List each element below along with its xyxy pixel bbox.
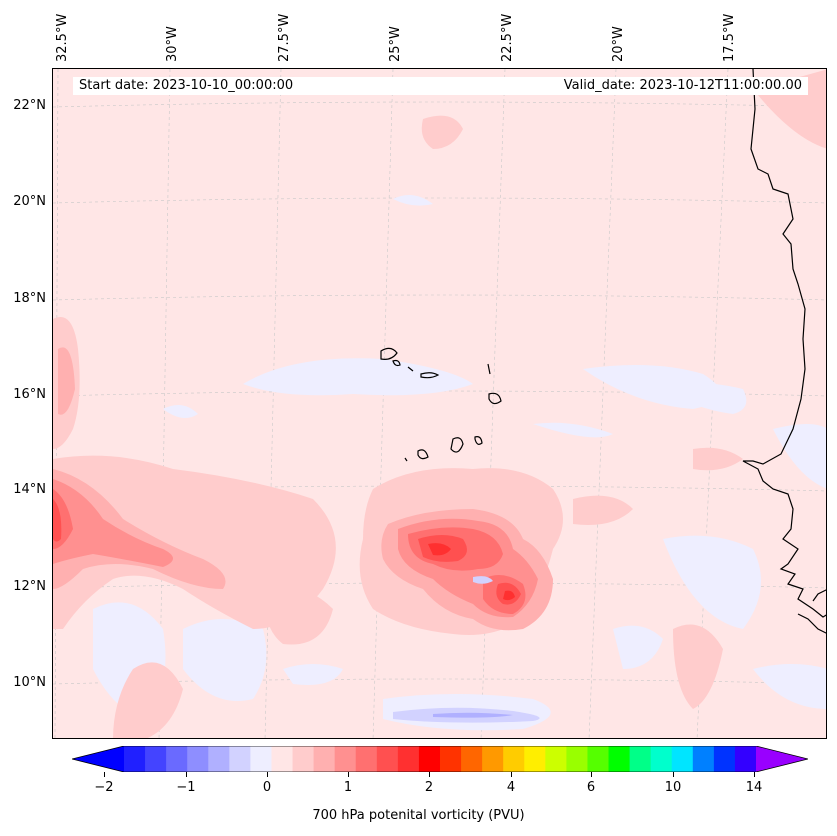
coastline bbox=[380, 69, 826, 634]
cbar-tick-label: 1 bbox=[343, 780, 353, 795]
cbar-tick-mark bbox=[754, 772, 755, 777]
lat-label-20n: 20°N bbox=[13, 194, 46, 209]
colorbar-swatch bbox=[440, 746, 462, 772]
cbar-tick-label: −1 bbox=[176, 780, 196, 795]
colorbar-swatch bbox=[608, 746, 631, 772]
lat-label-12n: 12°N bbox=[13, 579, 46, 594]
lon-label-22-5w: 22.5°W bbox=[500, 13, 515, 62]
cbar-tick-label: 4 bbox=[506, 780, 516, 795]
colorbar-title: 700 hPa potenital vorticity (PVU) bbox=[312, 808, 525, 823]
colorbar-swatch bbox=[545, 746, 567, 772]
cbar-tick-mark bbox=[511, 772, 512, 777]
lat-label-18n: 18°N bbox=[13, 291, 46, 306]
colorbar-swatch bbox=[376, 746, 399, 772]
valid-date-label: Valid_date: 2023-10-12T11:00:00.00 bbox=[563, 78, 802, 93]
cbar-tick-label: 2 bbox=[424, 780, 434, 795]
lon-label-27-5w: 27.5°W bbox=[277, 13, 292, 62]
colorbar-swatch bbox=[461, 746, 483, 772]
lon-label-25w: 25°W bbox=[388, 26, 403, 62]
colorbar-swatch bbox=[629, 746, 652, 772]
colorbar-swatch bbox=[334, 746, 357, 772]
colorbar-swatch bbox=[524, 746, 546, 772]
cbar-tick-label: 10 bbox=[664, 780, 682, 795]
colorbar-swatch bbox=[650, 746, 673, 772]
colorbar-swatch bbox=[418, 746, 441, 772]
cbar-tick-mark bbox=[673, 772, 674, 777]
pv-maximum bbox=[428, 543, 515, 601]
cbar-tick-label: 6 bbox=[586, 780, 596, 795]
colorbar-swatch bbox=[166, 746, 188, 772]
date-info-bar: Start date: 2023-10-10_00:00:00 Valid_da… bbox=[73, 77, 808, 95]
cbar-tick-mark bbox=[591, 772, 592, 777]
colorbar-swatch bbox=[124, 746, 146, 772]
negative-pv-band bbox=[393, 576, 540, 723]
colorbar-swatch bbox=[734, 746, 757, 772]
colorbar bbox=[72, 746, 808, 772]
colorbar-swatch bbox=[587, 746, 610, 772]
cbar-tick-mark bbox=[429, 772, 430, 777]
lon-label-30w: 30°W bbox=[165, 26, 180, 62]
colorbar-swatch bbox=[355, 746, 378, 772]
colorbar-swatch bbox=[271, 746, 294, 772]
cbar-tick-label: 14 bbox=[745, 780, 763, 795]
colorbar-max-extend bbox=[756, 746, 808, 772]
cbar-tick-mark bbox=[186, 772, 187, 777]
colorbar-swatch bbox=[713, 746, 736, 772]
lat-label-22n: 22°N bbox=[13, 98, 46, 113]
colorbar-swatch bbox=[208, 746, 230, 772]
colorbar-swatch bbox=[692, 746, 715, 772]
cbar-tick-mark bbox=[267, 772, 268, 777]
lon-label-17-5w: 17.5°W bbox=[722, 13, 737, 62]
pv-contour-field bbox=[53, 69, 826, 738]
colorbar-swatch bbox=[187, 746, 209, 772]
cbar-tick-mark bbox=[104, 772, 105, 777]
colorbar-swatch bbox=[229, 746, 251, 772]
cbar-tick-label: 0 bbox=[262, 780, 272, 795]
colorbar-swatch bbox=[292, 746, 315, 772]
lon-label-20w: 20°W bbox=[611, 26, 626, 62]
lat-label-16n: 16°N bbox=[13, 387, 46, 402]
colorbar-swatch bbox=[566, 746, 588, 772]
colorbar-min-extend bbox=[72, 746, 124, 772]
colorbar-swatch bbox=[482, 746, 504, 772]
colorbar-swatch bbox=[397, 746, 420, 772]
colorbar-swatch bbox=[503, 746, 525, 772]
lat-label-10n: 10°N bbox=[13, 675, 46, 690]
lat-label-14n: 14°N bbox=[13, 482, 46, 497]
colorbar-swatch bbox=[145, 746, 167, 772]
cbar-tick-label: −2 bbox=[94, 780, 114, 795]
lon-label-32-5w: 32.5°W bbox=[55, 13, 70, 62]
start-date-label: Start date: 2023-10-10_00:00:00 bbox=[79, 78, 294, 93]
colorbar-swatch bbox=[313, 746, 336, 772]
pv-map: Start date: 2023-10-10_00:00:00 Valid_da… bbox=[52, 68, 827, 739]
colorbar-swatch bbox=[671, 746, 694, 772]
colorbar-swatch bbox=[250, 746, 272, 772]
cbar-tick-mark bbox=[348, 772, 349, 777]
